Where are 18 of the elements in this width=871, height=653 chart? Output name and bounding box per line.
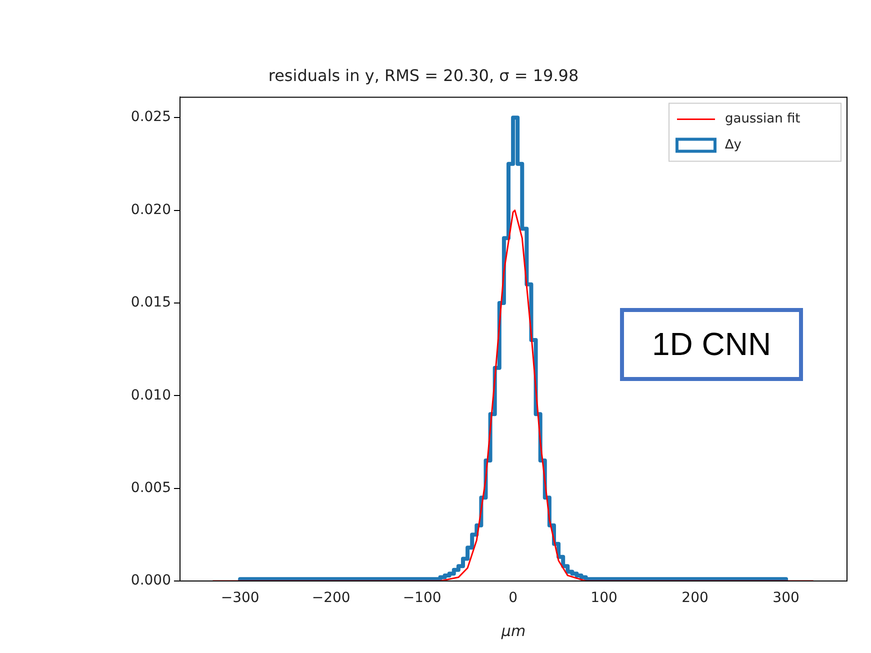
- y-tick-label: 0.005: [130, 480, 171, 496]
- x-tick-label: 200: [682, 590, 708, 606]
- x-tick-label: −100: [402, 590, 442, 606]
- legend-label: gaussian fit: [725, 112, 800, 127]
- y-tick-label: 0.025: [130, 109, 171, 126]
- text-box: 1D CNN: [620, 308, 803, 381]
- x-tick-label: 300: [772, 590, 800, 606]
- y-tick-label: 0.010: [130, 387, 171, 404]
- x-tick-label: −200: [312, 590, 350, 606]
- x-tick-label: 0: [508, 590, 518, 606]
- x-axis-title: μm: [500, 622, 526, 640]
- y-tick-label: 0.020: [130, 202, 171, 218]
- legend-label: ∆y: [724, 138, 742, 153]
- x-tick-label: 100: [590, 590, 618, 606]
- x-tick-label: −300: [220, 590, 260, 606]
- y-tick-label: 0.015: [130, 294, 171, 311]
- chart-title: residuals in y, RMS = 20.30, σ = 19.98: [268, 66, 579, 85]
- y-tick-label: 0.000: [130, 572, 171, 589]
